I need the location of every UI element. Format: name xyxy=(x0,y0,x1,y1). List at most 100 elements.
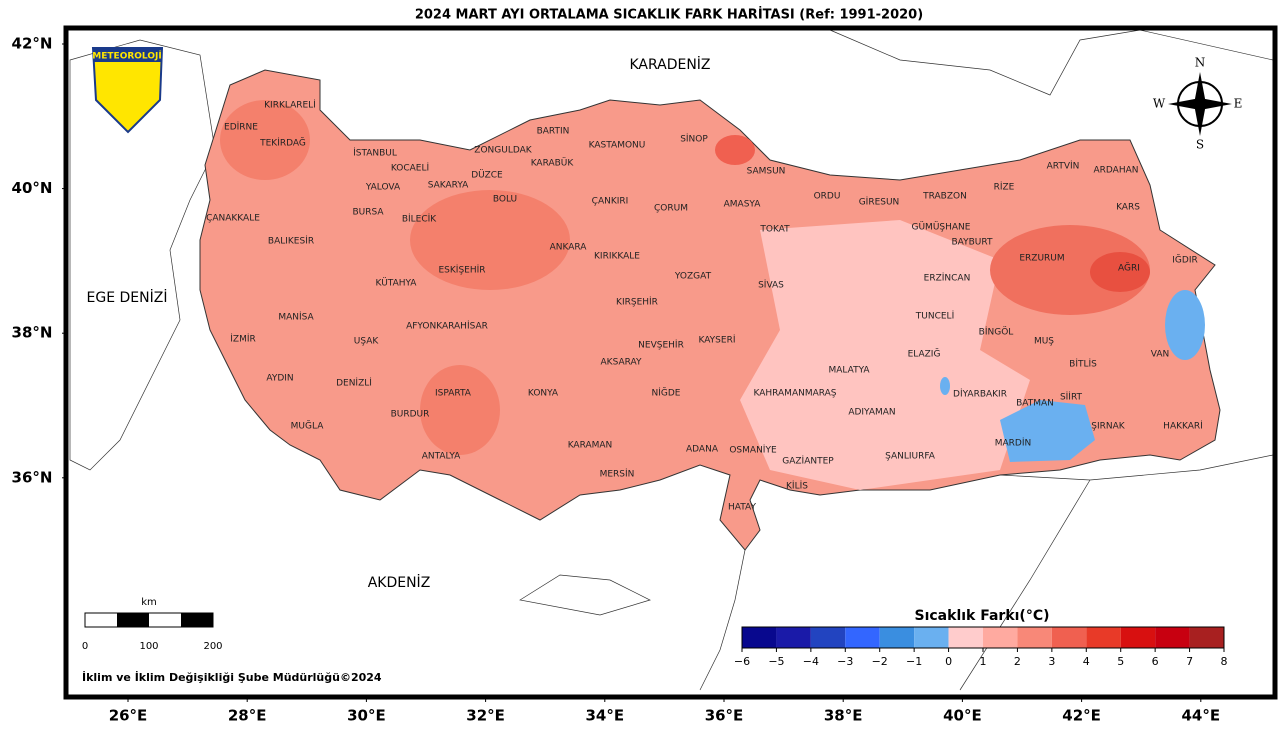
province-label: SAKARYA xyxy=(428,181,469,191)
province-label: KIRŞEHİR xyxy=(616,297,658,308)
colorbar-segment xyxy=(1017,627,1052,648)
warm-anomaly-core xyxy=(1090,252,1150,292)
cool-anomaly-zone xyxy=(1000,400,1095,462)
province-label: KARAMAN xyxy=(568,441,613,451)
colorbar-tick-label: 7 xyxy=(1186,655,1193,668)
scale-segment xyxy=(117,613,149,627)
province-label: YALOVA xyxy=(365,183,401,193)
province-label: İZMİR xyxy=(230,334,256,345)
province-label: AĞRI xyxy=(1118,262,1140,274)
province-label: ÇANAKKALE xyxy=(206,214,260,224)
map-area xyxy=(63,25,1278,700)
province-label: RİZE xyxy=(994,182,1015,193)
colorbar-segment xyxy=(742,627,777,648)
province-label: TEKİRDAĞ xyxy=(259,137,306,149)
colorbar-tick-label: −6 xyxy=(734,655,750,668)
province-label: BİLECİK xyxy=(402,214,437,225)
colorbar-tick-label: 3 xyxy=(1048,655,1055,668)
province-label: HATAY xyxy=(728,503,756,513)
province-label: TOKAT xyxy=(759,225,790,235)
province-label: GİRESUN xyxy=(859,197,900,208)
province-label: MUĞLA xyxy=(291,420,325,432)
compass-rose xyxy=(1168,72,1232,136)
scale-label: 200 xyxy=(203,641,222,652)
warm-anomaly-zone xyxy=(410,190,570,290)
compass-s: S xyxy=(1196,138,1204,152)
warm-anomaly-core xyxy=(715,135,755,165)
province-label: NEVŞEHİR xyxy=(638,340,684,351)
province-label: KONYA xyxy=(528,389,559,399)
sea-label: EGE DENİZİ xyxy=(87,288,168,306)
province-label: KIRKLARELİ xyxy=(264,100,316,111)
map-frame xyxy=(63,25,1278,700)
province-label: BOLU xyxy=(493,195,517,205)
province-label: SİNOP xyxy=(680,134,708,145)
colorbar-segment xyxy=(1086,627,1121,648)
colorbar-segment xyxy=(983,627,1018,648)
colorbar-tick-label: 8 xyxy=(1221,655,1228,668)
province-label: KASTAMONU xyxy=(589,141,646,151)
province-label: KARABÜK xyxy=(531,158,575,169)
province-label: ÇORUM xyxy=(654,204,688,214)
province-label: ANKARA xyxy=(550,243,588,253)
province-label: BAYBURT xyxy=(952,238,993,248)
province-label: GÜMÜŞHANE xyxy=(912,222,971,233)
colorbar-segment xyxy=(914,627,949,648)
province-label: BİTLİS xyxy=(1069,359,1097,370)
province-label: DÜZCE xyxy=(471,170,503,181)
longitude-label: 34°E xyxy=(585,707,624,725)
colorbar-tick-label: 1 xyxy=(980,655,987,668)
cool-anomaly-spot xyxy=(940,377,950,395)
light-anomaly-zone xyxy=(740,220,1030,490)
province-label: ZONGULDAK xyxy=(474,146,532,156)
province-label: ŞIRNAK xyxy=(1091,422,1126,432)
province-label: ANTALYA xyxy=(422,452,461,462)
colorbar-tick-label: −4 xyxy=(803,655,819,668)
colorbar-tick-label: 0 xyxy=(945,655,952,668)
province-label: ARTVİN xyxy=(1047,161,1080,172)
province-label: ELAZIĞ xyxy=(908,348,941,360)
province-label: ESKİŞEHİR xyxy=(438,265,485,276)
province-label: MARDİN xyxy=(995,438,1032,449)
colorbar-tick-label: 2 xyxy=(1014,655,1021,668)
province-label: EDİRNE xyxy=(224,122,258,133)
province-label: HAKKARİ xyxy=(1163,421,1203,432)
longitude-label: 28°E xyxy=(228,707,267,725)
province-label: DENİZLİ xyxy=(336,378,372,389)
province-label: KAYSERİ xyxy=(698,335,735,346)
warm-anomaly-zone xyxy=(220,100,310,180)
province-label: MANİSA xyxy=(278,312,314,323)
compass-w: W xyxy=(1153,97,1166,111)
colorbar: −6 −5 −4 −3 −2 −1 0 1 2 3 4 5 6 7 8 xyxy=(734,626,1228,668)
colorbar-segment xyxy=(1155,627,1190,648)
province-label: MUŞ xyxy=(1034,337,1054,347)
province-label: ERZURUM xyxy=(1019,254,1064,264)
colorbar-tick-label: 4 xyxy=(1083,655,1090,668)
province-label: BİNGÖL xyxy=(979,327,1014,338)
province-label: BURSA xyxy=(352,208,384,218)
province-label: ARDAHAN xyxy=(1094,166,1139,176)
scale-segment xyxy=(181,613,213,627)
province-label: SİİRT xyxy=(1060,392,1083,403)
scale-unit: km xyxy=(141,597,157,608)
province-label: İSTANBUL xyxy=(353,148,397,159)
province-label: BALIKESİR xyxy=(268,236,314,247)
latitude-label: 40°N xyxy=(12,179,53,197)
province-label: KİLİS xyxy=(786,481,808,492)
colorbar-segment xyxy=(776,627,811,648)
province-label: ISPARTA xyxy=(435,389,472,399)
longitude-label: 36°E xyxy=(705,707,744,725)
province-label: SAMSUN xyxy=(747,167,786,177)
province-label: KÜTAHYA xyxy=(376,278,418,289)
province-label: ADANA xyxy=(686,445,719,455)
colorbar-segment xyxy=(879,627,915,648)
province-label: TUNCELİ xyxy=(915,311,954,322)
province-label: KARS xyxy=(1116,203,1140,213)
province-label: BATMAN xyxy=(1016,399,1054,409)
province-label: ERZİNCAN xyxy=(924,273,971,284)
latitude-label: 36°N xyxy=(12,468,53,486)
province-label: IĞDIR xyxy=(1172,254,1197,266)
province-label: BURDUR xyxy=(391,410,430,420)
compass-e: E xyxy=(1234,97,1243,111)
